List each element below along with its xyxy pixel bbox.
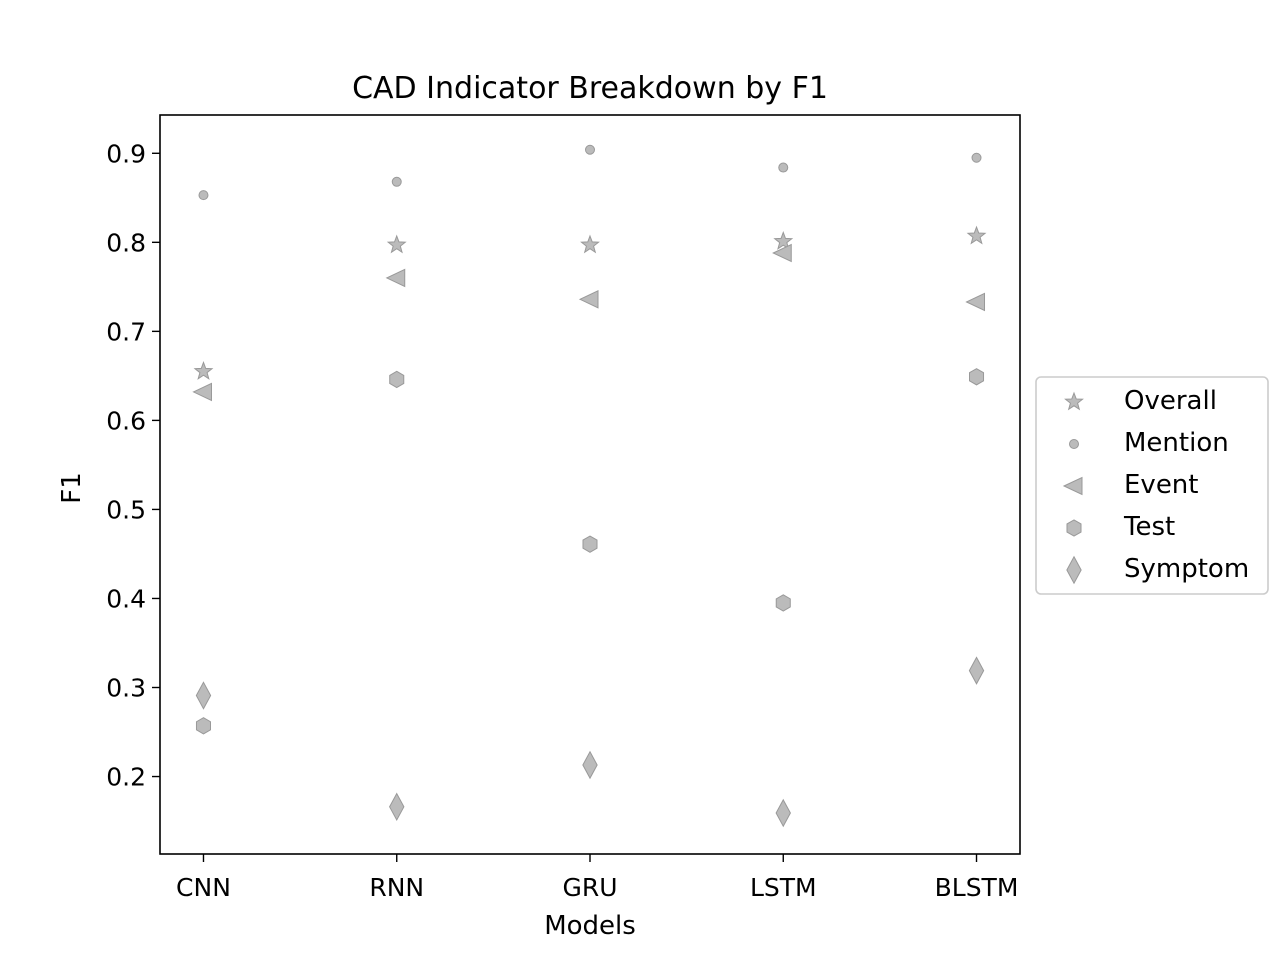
x-axis: CNN RNN GRU LSTM BLSTM [176, 854, 1018, 902]
data-point-event [965, 292, 986, 312]
legend-label: Event [1124, 470, 1198, 500]
legend-label: Overall [1124, 386, 1217, 416]
data-point-overall [580, 234, 600, 254]
data-point-overall [773, 231, 794, 250]
data-point-mention [584, 144, 596, 155]
x-tick-label: RNN [369, 873, 424, 902]
y-tick-label: 0.8 [106, 228, 146, 257]
y-tick-label: 0.5 [106, 495, 146, 524]
data-point-symptom [195, 681, 212, 710]
y-tick-label: 0.9 [106, 139, 146, 168]
x-tick-label: BLSTM [935, 873, 1019, 902]
legend-marker-symptom [1066, 555, 1082, 585]
data-point-test [775, 594, 791, 612]
x-tick-label: CNN [176, 873, 231, 902]
legend-marker-overall [1064, 391, 1084, 411]
legend-marker-event [1062, 476, 1083, 496]
data-point-event [385, 268, 406, 288]
y-tick-label: 0.3 [106, 674, 146, 703]
y-tick-label: 0.4 [106, 584, 146, 613]
legend-frame [1035, 376, 1269, 595]
data-point-test [389, 370, 405, 389]
x-tick-label: GRU [562, 873, 617, 902]
legend-marker-mention [1068, 439, 1080, 449]
data-point-event [578, 290, 599, 309]
data-point-symptom [389, 792, 405, 822]
legend-marker-test [1066, 519, 1082, 537]
chart-title: CAD Indicator Breakdown by F1 [352, 71, 828, 106]
data-point-event [192, 382, 212, 402]
data-point-overall [966, 225, 987, 245]
x-tick-label: LSTM [750, 873, 817, 902]
data-point-overall [193, 360, 214, 380]
data-point-test [969, 368, 985, 386]
y-axis: 0.2 0.3 0.4 0.5 0.6 0.7 0.8 0.9 [106, 139, 160, 792]
legend-label: Mention [1124, 428, 1229, 458]
y-tick-label: 0.7 [106, 317, 146, 346]
data-point-mention [778, 162, 789, 173]
legend-label: Test [1123, 512, 1175, 542]
plot-frame [159, 114, 1021, 855]
x-axis-label: Models [544, 911, 636, 941]
data-point-mention [198, 190, 209, 201]
data-point-test [195, 717, 211, 735]
data-point-mention [391, 176, 402, 187]
y-tick-label: 0.6 [106, 406, 146, 435]
data-point-symptom [968, 656, 985, 685]
legend: Overall Mention Event Test Symptom [1035, 376, 1269, 595]
data-point-overall [386, 234, 407, 254]
data-point-event [772, 243, 792, 263]
data-point-symptom [775, 798, 791, 828]
plot-area [192, 144, 987, 828]
data-point-mention [971, 152, 982, 163]
data-point-test [582, 535, 598, 553]
y-axis-label: F1 [57, 472, 87, 504]
legend-label: Symptom [1124, 554, 1249, 584]
data-point-symptom [582, 750, 598, 780]
y-tick-label: 0.2 [106, 763, 146, 792]
